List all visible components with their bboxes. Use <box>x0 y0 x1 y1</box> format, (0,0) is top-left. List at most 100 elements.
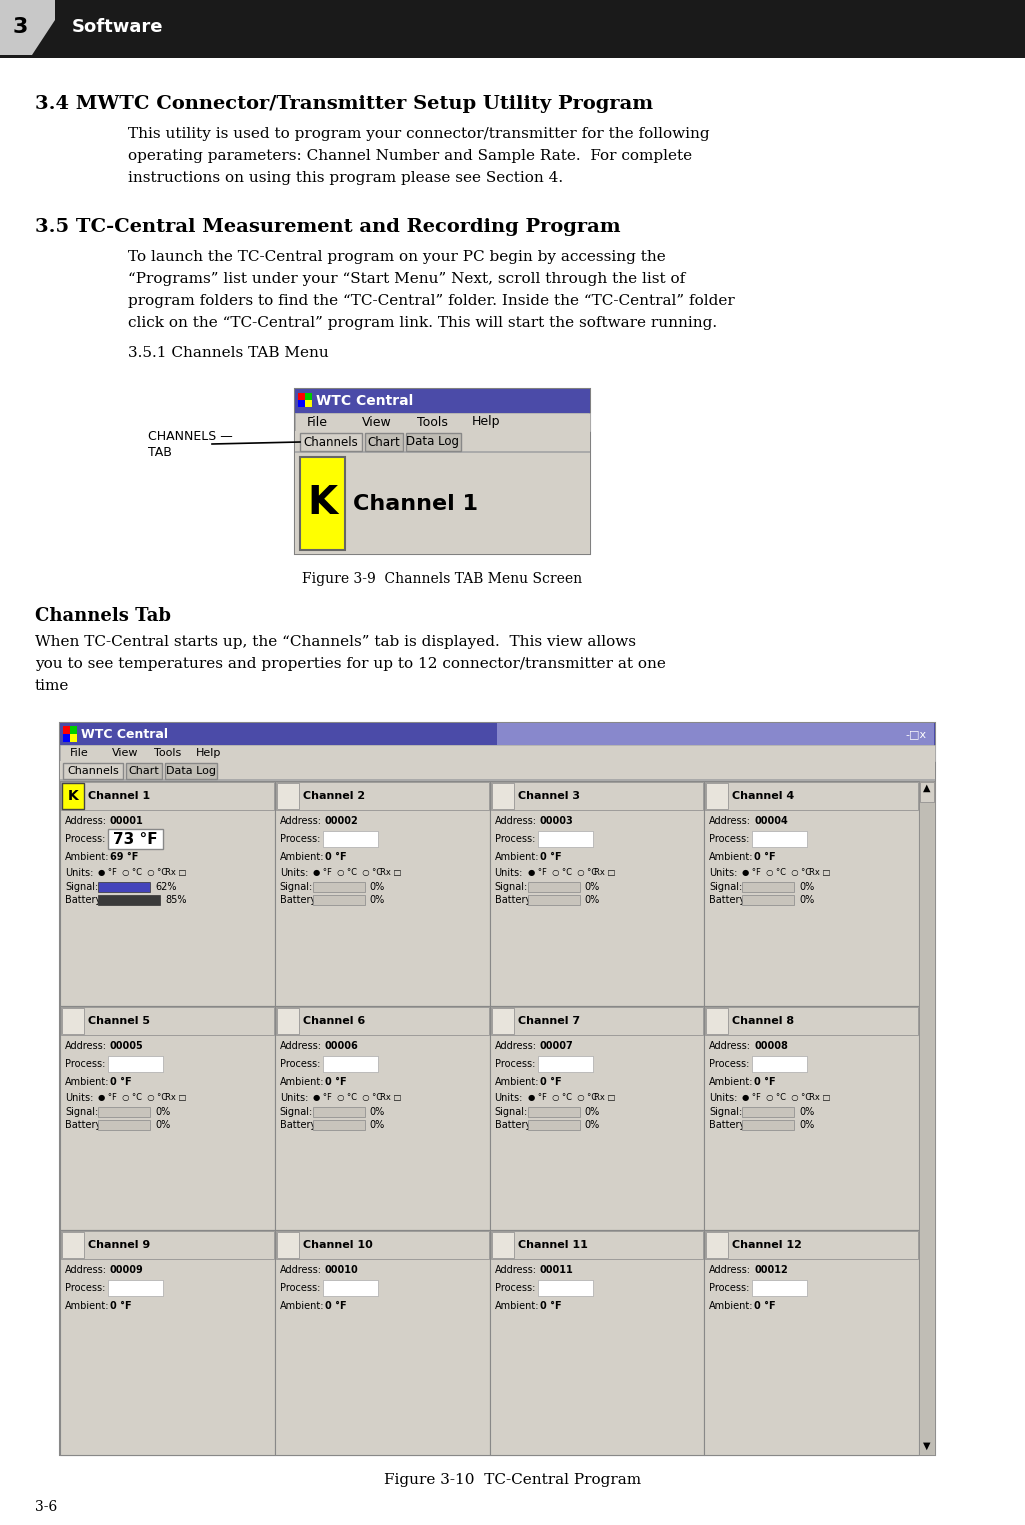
Bar <box>98 881 150 892</box>
Bar <box>60 779 935 781</box>
Text: Battery:: Battery: <box>709 1119 748 1130</box>
Text: This utility is used to program your connector/transmitter for the following: This utility is used to program your con… <box>128 127 709 140</box>
Text: Process:: Process: <box>709 834 749 843</box>
Text: 00002: 00002 <box>325 816 359 827</box>
Text: 00008: 00008 <box>754 1040 788 1051</box>
Text: Channel 9: Channel 9 <box>88 1240 151 1250</box>
Bar <box>752 831 808 846</box>
Bar <box>742 881 794 892</box>
Bar <box>490 781 704 1005</box>
Text: 0 °F: 0 °F <box>539 852 561 862</box>
Text: 0%: 0% <box>370 895 385 904</box>
Text: 0%: 0% <box>584 1119 600 1130</box>
Text: Data Log: Data Log <box>166 766 216 776</box>
Text: Ambient:: Ambient: <box>280 1301 324 1312</box>
Text: Rx □: Rx □ <box>594 869 616 877</box>
Bar <box>62 782 84 808</box>
Text: Channels Tab: Channels Tab <box>35 607 171 625</box>
Bar <box>63 762 123 779</box>
Text: Figure 3-9  Channels TAB Menu Screen: Figure 3-9 Channels TAB Menu Screen <box>302 572 582 586</box>
Text: Battery:: Battery: <box>494 895 533 904</box>
Bar <box>275 1005 490 1231</box>
Bar <box>705 782 918 810</box>
Text: 0%: 0% <box>584 1107 600 1116</box>
Bar <box>919 781 935 1455</box>
Text: Units:: Units: <box>494 1093 523 1103</box>
Text: Channel 12: Channel 12 <box>732 1240 803 1250</box>
Text: Channel 10: Channel 10 <box>302 1240 372 1250</box>
Text: Tools: Tools <box>417 415 448 429</box>
Text: 0 °F: 0 °F <box>539 1301 561 1312</box>
Text: Address:: Address: <box>494 1040 536 1051</box>
Bar <box>277 782 298 808</box>
Bar <box>165 762 217 779</box>
Text: Ambient:: Ambient: <box>494 852 539 862</box>
Bar <box>60 723 935 746</box>
Text: Ambient:: Ambient: <box>280 1077 324 1087</box>
Bar <box>742 1107 794 1116</box>
Bar <box>742 895 794 904</box>
Text: WTC Central: WTC Central <box>81 727 168 741</box>
Text: Address:: Address: <box>65 816 107 827</box>
Text: 69 °F: 69 °F <box>110 852 138 862</box>
Text: 00010: 00010 <box>325 1266 359 1275</box>
Text: 85%: 85% <box>165 895 187 904</box>
Bar <box>275 1231 490 1455</box>
Text: Ambient:: Ambient: <box>65 852 110 862</box>
Bar <box>62 1232 84 1258</box>
Bar <box>490 1005 704 1231</box>
Text: Help: Help <box>472 415 500 429</box>
Bar <box>704 1005 919 1231</box>
Text: 0%: 0% <box>370 1119 385 1130</box>
Bar <box>706 782 728 808</box>
Bar <box>98 1119 150 1130</box>
Bar <box>705 1006 918 1034</box>
Text: Channel 2: Channel 2 <box>302 791 365 801</box>
Text: When TC-Central starts up, the “Channels” tab is displayed.  This view allows: When TC-Central starts up, the “Channels… <box>35 634 636 650</box>
Text: Channels: Channels <box>67 766 119 776</box>
Text: ● °F  ○ °C  ○ °C: ● °F ○ °C ○ °C <box>742 869 812 877</box>
Text: 0%: 0% <box>800 1107 815 1116</box>
Text: Address:: Address: <box>709 1040 751 1051</box>
Text: Channel 11: Channel 11 <box>518 1240 587 1250</box>
Text: ● °F  ○ °C  ○ °C: ● °F ○ °C ○ °C <box>528 869 597 877</box>
Bar <box>704 781 919 1005</box>
Bar <box>528 1107 579 1116</box>
Text: K: K <box>68 788 78 804</box>
Bar <box>305 393 312 400</box>
Bar <box>305 400 312 407</box>
Bar <box>704 1231 919 1455</box>
Text: 0 °F: 0 °F <box>325 1301 346 1312</box>
Text: 0%: 0% <box>584 881 600 892</box>
Text: 0%: 0% <box>800 1119 815 1130</box>
Text: 00003: 00003 <box>539 816 573 827</box>
Text: 0 °F: 0 °F <box>110 1301 131 1312</box>
Text: Ambient:: Ambient: <box>65 1301 110 1312</box>
Text: ● °F  ○ °C  ○ °C: ● °F ○ °C ○ °C <box>98 869 167 877</box>
Text: Signal:: Signal: <box>709 1107 742 1116</box>
Bar <box>70 734 77 743</box>
Bar <box>63 734 70 743</box>
Bar <box>298 400 305 407</box>
Bar <box>277 1008 298 1034</box>
Text: Battery:: Battery: <box>494 1119 533 1130</box>
Text: 0 °F: 0 °F <box>325 1077 346 1087</box>
Bar <box>60 746 935 761</box>
Bar <box>313 1119 365 1130</box>
Text: 0%: 0% <box>800 895 815 904</box>
Text: Ambient:: Ambient: <box>709 852 753 862</box>
Text: Rx □: Rx □ <box>810 869 830 877</box>
Bar <box>0 0 1025 55</box>
Text: 3.5.1 Channels TAB Menu: 3.5.1 Channels TAB Menu <box>128 346 329 360</box>
Bar <box>492 782 514 808</box>
Text: Battery:: Battery: <box>65 1119 104 1130</box>
Bar <box>313 881 365 892</box>
Text: ● °F  ○ °C  ○ °C: ● °F ○ °C ○ °C <box>313 1093 382 1103</box>
Text: Rx □: Rx □ <box>379 1093 401 1103</box>
Text: Channel 7: Channel 7 <box>518 1016 579 1026</box>
Bar <box>298 393 305 400</box>
Text: Address:: Address: <box>494 816 536 827</box>
Text: program folders to find the “TC-Central” folder. Inside the “TC-Central” folder: program folders to find the “TC-Central”… <box>128 294 735 308</box>
Text: Address:: Address: <box>65 1040 107 1051</box>
Text: Process:: Process: <box>494 1058 535 1069</box>
